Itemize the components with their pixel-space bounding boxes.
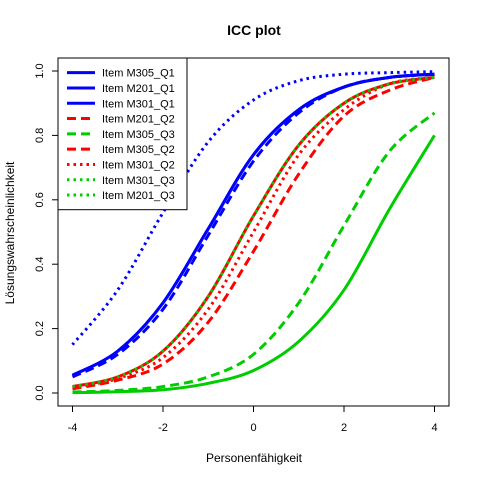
x-axis-label: Personenfähigkeit (206, 451, 303, 465)
chart-title: ICC plot (227, 22, 281, 38)
legend-label: Item M305_Q2 (102, 144, 175, 156)
legend-label: Item M305_Q1 (102, 68, 175, 80)
legend-label: Item M305_Q3 (102, 129, 175, 141)
y-axis-label: Lösungswahrscheinlichkeit (3, 161, 17, 304)
x-tick-label: -2 (158, 422, 168, 434)
series-line-5 (72, 111, 436, 394)
legend: Item M305_Q1 Item M201_Q1 Item M301_Q1 Item… (57, 57, 188, 211)
y-tick-label: 0.0 (34, 385, 46, 400)
legend-label: Item M201_Q2 (102, 114, 175, 126)
x-tick-label: 2 (341, 422, 347, 434)
x-tick-label: 0 (250, 422, 256, 434)
y-tick-label: 0.2 (34, 321, 46, 336)
legend-label: Item M201_Q1 (102, 83, 175, 95)
x-tick-label: -4 (68, 422, 78, 434)
legend-label: Item M301_Q2 (102, 159, 175, 171)
legend-label: Item M201_Q3 (102, 190, 175, 202)
series-line-10 (72, 134, 436, 395)
x-axis: -4 -2 0 2 4 (68, 405, 438, 434)
series-line-9 (71, 70, 435, 346)
series-line-8 (72, 75, 435, 389)
series-line-7 (72, 75, 435, 390)
legend-box (57, 57, 188, 211)
series-line-3 (71, 72, 435, 379)
x-tick-label: 4 (431, 422, 437, 434)
legend-label: Item M301_Q3 (102, 175, 175, 187)
y-tick-label: 0.8 (34, 128, 46, 143)
series-layer (71, 70, 436, 395)
y-axis: 0.0 0.2 0.4 0.6 0.8 1.0 (34, 63, 59, 401)
series-line-4 (72, 75, 435, 391)
y-tick-label: 0.4 (34, 257, 46, 272)
y-tick-label: 0.6 (34, 192, 46, 207)
legend-label: Item M301_Q1 (102, 98, 175, 110)
y-tick-label: 1.0 (34, 63, 46, 78)
